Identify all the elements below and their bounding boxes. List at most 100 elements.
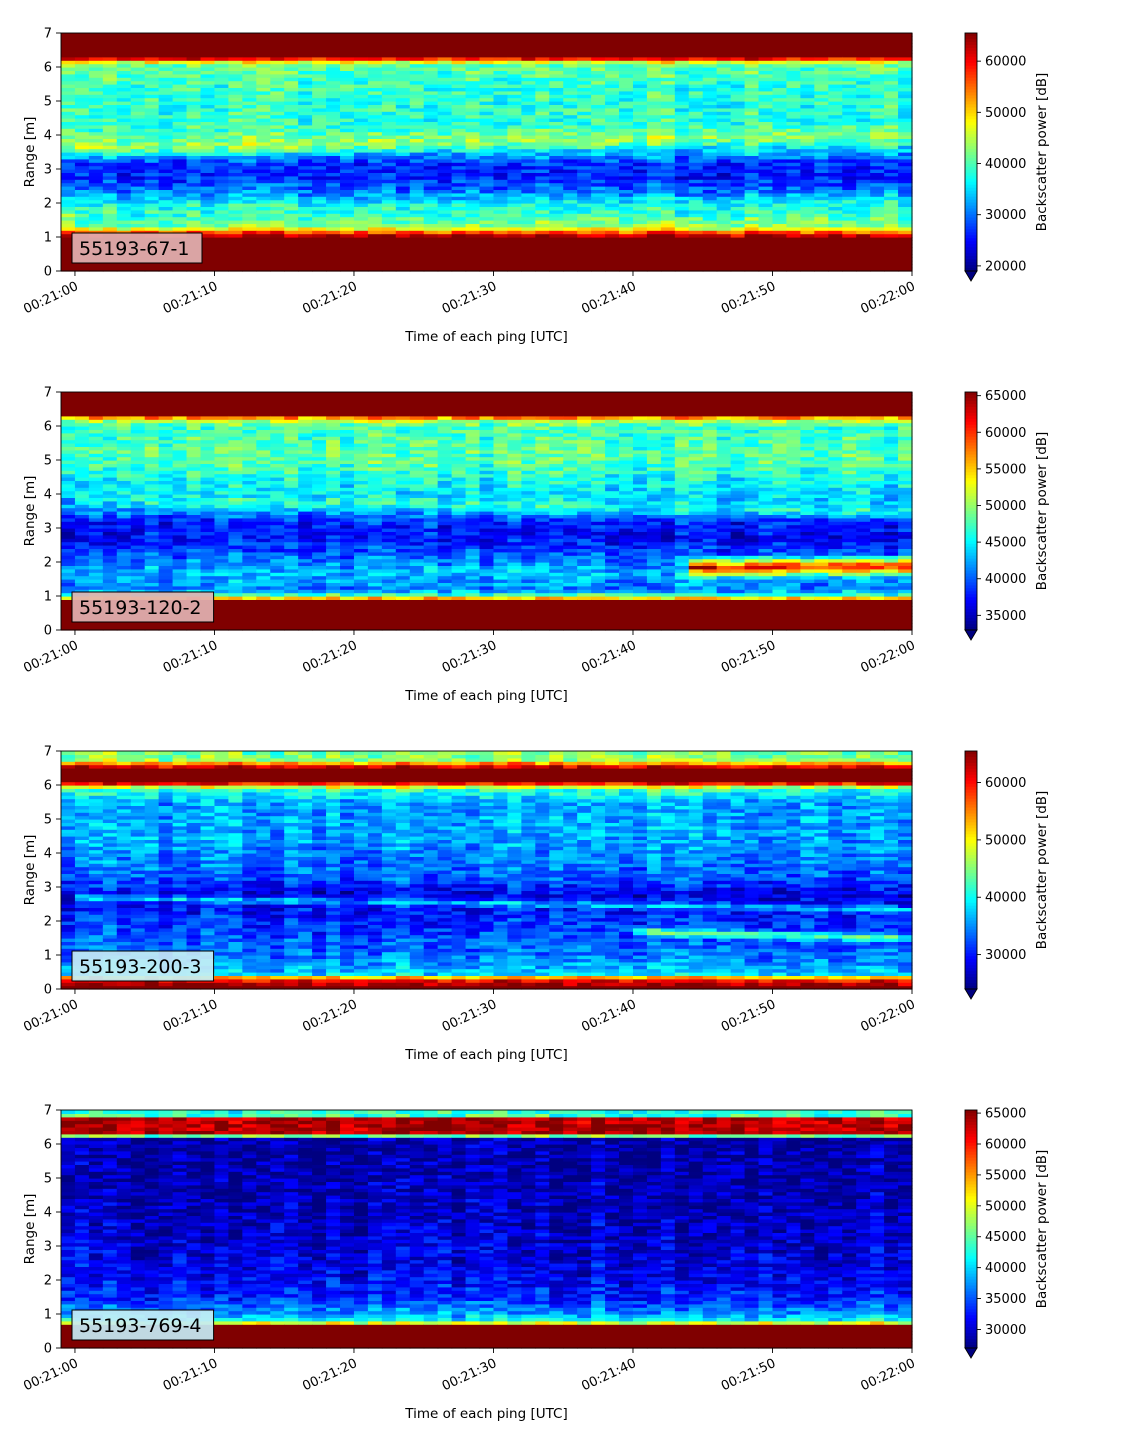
heatmap-cell [745,149,760,153]
heatmap-cell [396,200,411,204]
heatmap-cell [312,234,327,238]
heatmap-cell [772,227,787,231]
heatmap-cell [61,149,76,153]
heatmap-cell [870,159,885,163]
heatmap-cell [772,132,787,136]
heatmap-cell [298,142,313,146]
heatmap-cell [382,142,397,146]
heatmap-cell [717,149,732,153]
heatmap-cell [382,33,397,37]
heatmap-cell [800,227,815,231]
heatmap-cell [466,227,481,231]
heatmap-cell [187,227,202,231]
heatmap-cell [717,159,732,163]
heatmap-cell [256,149,271,153]
heatmap-cell [326,142,341,146]
heatmap-cell [228,142,243,146]
heatmap-cell [884,183,899,187]
heatmap-cell [424,183,439,187]
heatmap-cell [452,217,467,221]
heatmap-cell [675,200,690,204]
heatmap-cell [563,200,578,204]
heatmap-cell [242,200,257,204]
heatmap-cell [717,142,732,146]
heatmap-cell [466,183,481,187]
heatmap-cell [619,193,634,197]
x-tick-label: 00:21:10 [161,279,220,317]
heatmap-cell [214,193,229,197]
heatmap-cell [647,227,662,231]
heatmap-cell [75,453,90,457]
heatmap-cell [368,159,383,163]
heatmap-cell [368,217,383,221]
heatmap-cell [480,132,495,136]
heatmap-cell [535,251,550,255]
heatmap-cell [452,183,467,187]
heatmap-cell [619,244,634,248]
heatmap-cell [480,227,495,231]
heatmap-cell [800,234,815,238]
heatmap-cell [898,234,913,238]
heatmap-cell [786,149,801,153]
heatmap-cell [898,200,913,204]
heatmap-cell [159,419,174,423]
heatmap-cell [591,234,606,238]
heatmap-cell [214,217,229,221]
heatmap-cell [856,264,871,268]
heatmap-cell [689,217,704,221]
heatmap-cell [75,264,90,268]
heatmap-cell [577,234,592,238]
heatmap-cell [870,176,885,180]
heatmap-cell [173,132,188,136]
heatmap-cell [870,149,885,153]
heatmap-cell [452,132,467,136]
heatmap-cell [452,200,467,204]
heatmap-cell [145,210,160,214]
heatmap-cell [396,183,411,187]
heatmap-cell [145,227,160,231]
heatmap-cell [591,200,606,204]
heatmap-cell [786,244,801,248]
heatmap-cell [75,132,90,136]
heatmap-cell [898,210,913,214]
heatmap-cell [661,176,676,180]
heatmap-cell [103,193,118,197]
heatmap-cell [772,200,787,204]
heatmap-cell [717,264,732,268]
heatmap-cell [717,132,732,136]
heatmap-cell [410,142,425,146]
heatmap-cell [828,132,843,136]
heatmap-cell [745,176,760,180]
heatmap-cell [884,149,899,153]
heatmap-cell [242,227,257,231]
heatmap-cell [493,264,508,268]
heatmap-cell [228,159,243,163]
heatmap-cell [89,264,104,268]
heatmap-cell [786,142,801,146]
heatmap-cell [438,264,453,268]
heatmap-cell [340,176,355,180]
colorbar-label: Backscatter power [dB] [1034,73,1050,232]
heatmap-cell [61,264,76,268]
heatmap-cell [884,200,899,204]
heatmap-cell [689,210,704,214]
heatmap-cell [159,183,174,187]
heatmap-cell [549,132,564,136]
heatmap-cell [117,183,132,187]
heatmap-cell [438,234,453,238]
heatmap-cell [159,149,174,153]
heatmap-cell [633,193,648,197]
heatmap-cell [759,166,774,170]
heatmap-cell [89,392,104,396]
heatmap-cell [703,210,718,214]
heatmap-cell [842,149,857,153]
heatmap-cell [466,33,481,37]
heatmap-cell [717,210,732,214]
heatmap-cell [117,149,132,153]
heatmap-cell [591,33,606,37]
heatmap-cell [242,159,257,163]
heatmap-cell [689,244,704,248]
heatmap-cell [187,217,202,221]
heatmap-cell [228,193,243,197]
heatmap-cell [410,234,425,238]
